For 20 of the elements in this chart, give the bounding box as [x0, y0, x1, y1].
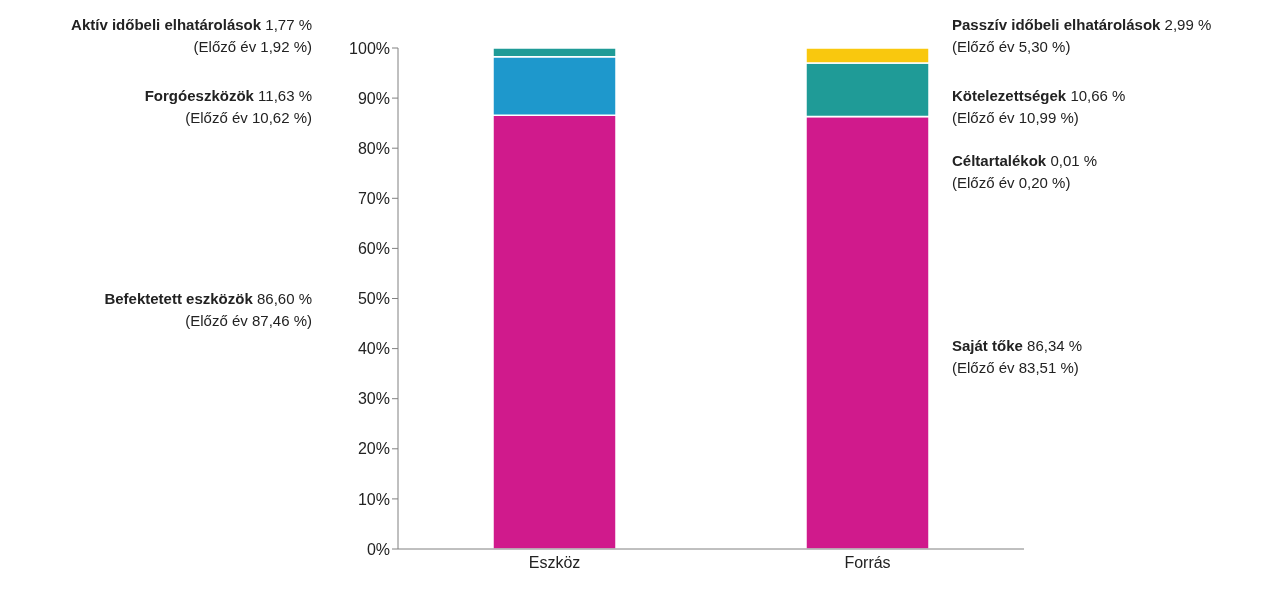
y-tick-label: 20%: [357, 440, 390, 458]
text: Aktív időbeli elhatárolások 1,77 % (Előző év 1,92 %): [71, 15, 312, 57]
y-tick-label: 60%: [357, 240, 390, 258]
y-tick-label: 30%: [357, 390, 390, 408]
y-tick-label: 50%: [357, 290, 390, 308]
y-tick-label: 100%: [349, 39, 390, 57]
x-tick-label: Eszköz: [528, 554, 581, 572]
y-tick-label: 0%: [366, 540, 390, 558]
text: Forgóeszközök 11,63 % (Előző év 10,62 %): [144, 86, 312, 128]
annotation: Kötelezettségek 10,66 % (Előző év 10,99 %): [952, 86, 1126, 128]
x-tick-label: Forrás: [844, 554, 891, 572]
text: Befektetett eszközök 86,60 % (Előző év 87,46 %): [104, 289, 312, 331]
y-tick-label: 80%: [357, 139, 390, 157]
y-tick-label: 40%: [357, 340, 390, 358]
text: Passzív időbeli elhatárolások 2,99 % (Előző év 5,30 %): [952, 16, 1212, 55]
annotation: Saját tőke 86,34 % (Előző év 83,51 %): [952, 336, 1083, 378]
annotation: Céltartalékok 0,01 % (Előző év 0,20 %): [952, 151, 1098, 193]
y-tick-label: 70%: [357, 189, 390, 207]
y-tick-label: 90%: [357, 89, 390, 107]
y-tick-label: 10%: [357, 490, 390, 508]
